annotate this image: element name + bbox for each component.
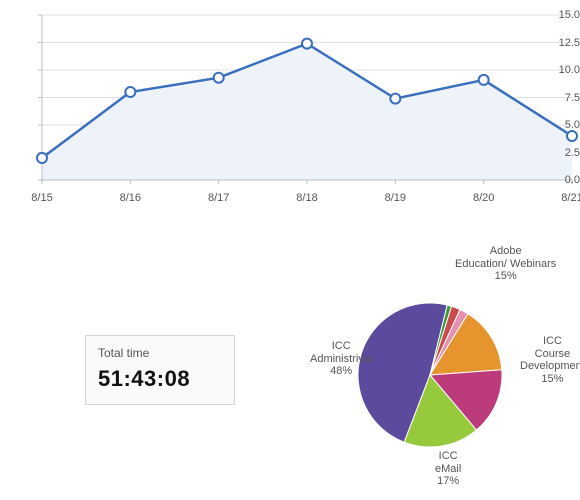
x-tick-label: 8/17 xyxy=(208,192,229,204)
y-tick-label: 2.5 xyxy=(546,147,580,159)
pie-chart: ICC Administrivia 48% Adobe Education/ We… xyxy=(300,245,580,495)
y-tick-label: 10.0 xyxy=(546,64,580,76)
total-time-card: Total time 51:43:08 xyxy=(85,335,235,405)
pie-slice-label: ICC Administrivia 48% xyxy=(310,340,372,378)
x-tick-label: 8/16 xyxy=(120,192,141,204)
y-tick-label: 0.0 xyxy=(546,174,580,186)
y-tick-label: 7.5 xyxy=(546,92,580,104)
line-chart-svg xyxy=(0,10,580,210)
y-tick-label: 12.5 xyxy=(546,37,580,49)
pie-slice-label: Adobe Education/ Webinars 15% xyxy=(455,245,556,283)
y-tick-label: 5.0 xyxy=(546,119,580,131)
pie-slice-label: ICC Course Development 15% xyxy=(520,335,580,386)
x-tick-label: 8/15 xyxy=(31,192,52,204)
y-tick-label: 15.0 xyxy=(546,9,580,21)
pie-slice-label: ICC eMail 17% xyxy=(435,450,461,488)
x-tick-label: 8/21 xyxy=(561,192,580,204)
x-tick-label: 8/20 xyxy=(473,192,494,204)
x-tick-label: 8/19 xyxy=(385,192,406,204)
total-time-value: 51:43:08 xyxy=(98,366,222,392)
total-time-label: Total time xyxy=(98,346,222,360)
x-tick-label: 8/18 xyxy=(296,192,317,204)
line-chart: 0.0 2.5 5.0 7.5 10.0 12.5 15.0 8/15 8/16 8/17 8/1… xyxy=(0,10,580,210)
